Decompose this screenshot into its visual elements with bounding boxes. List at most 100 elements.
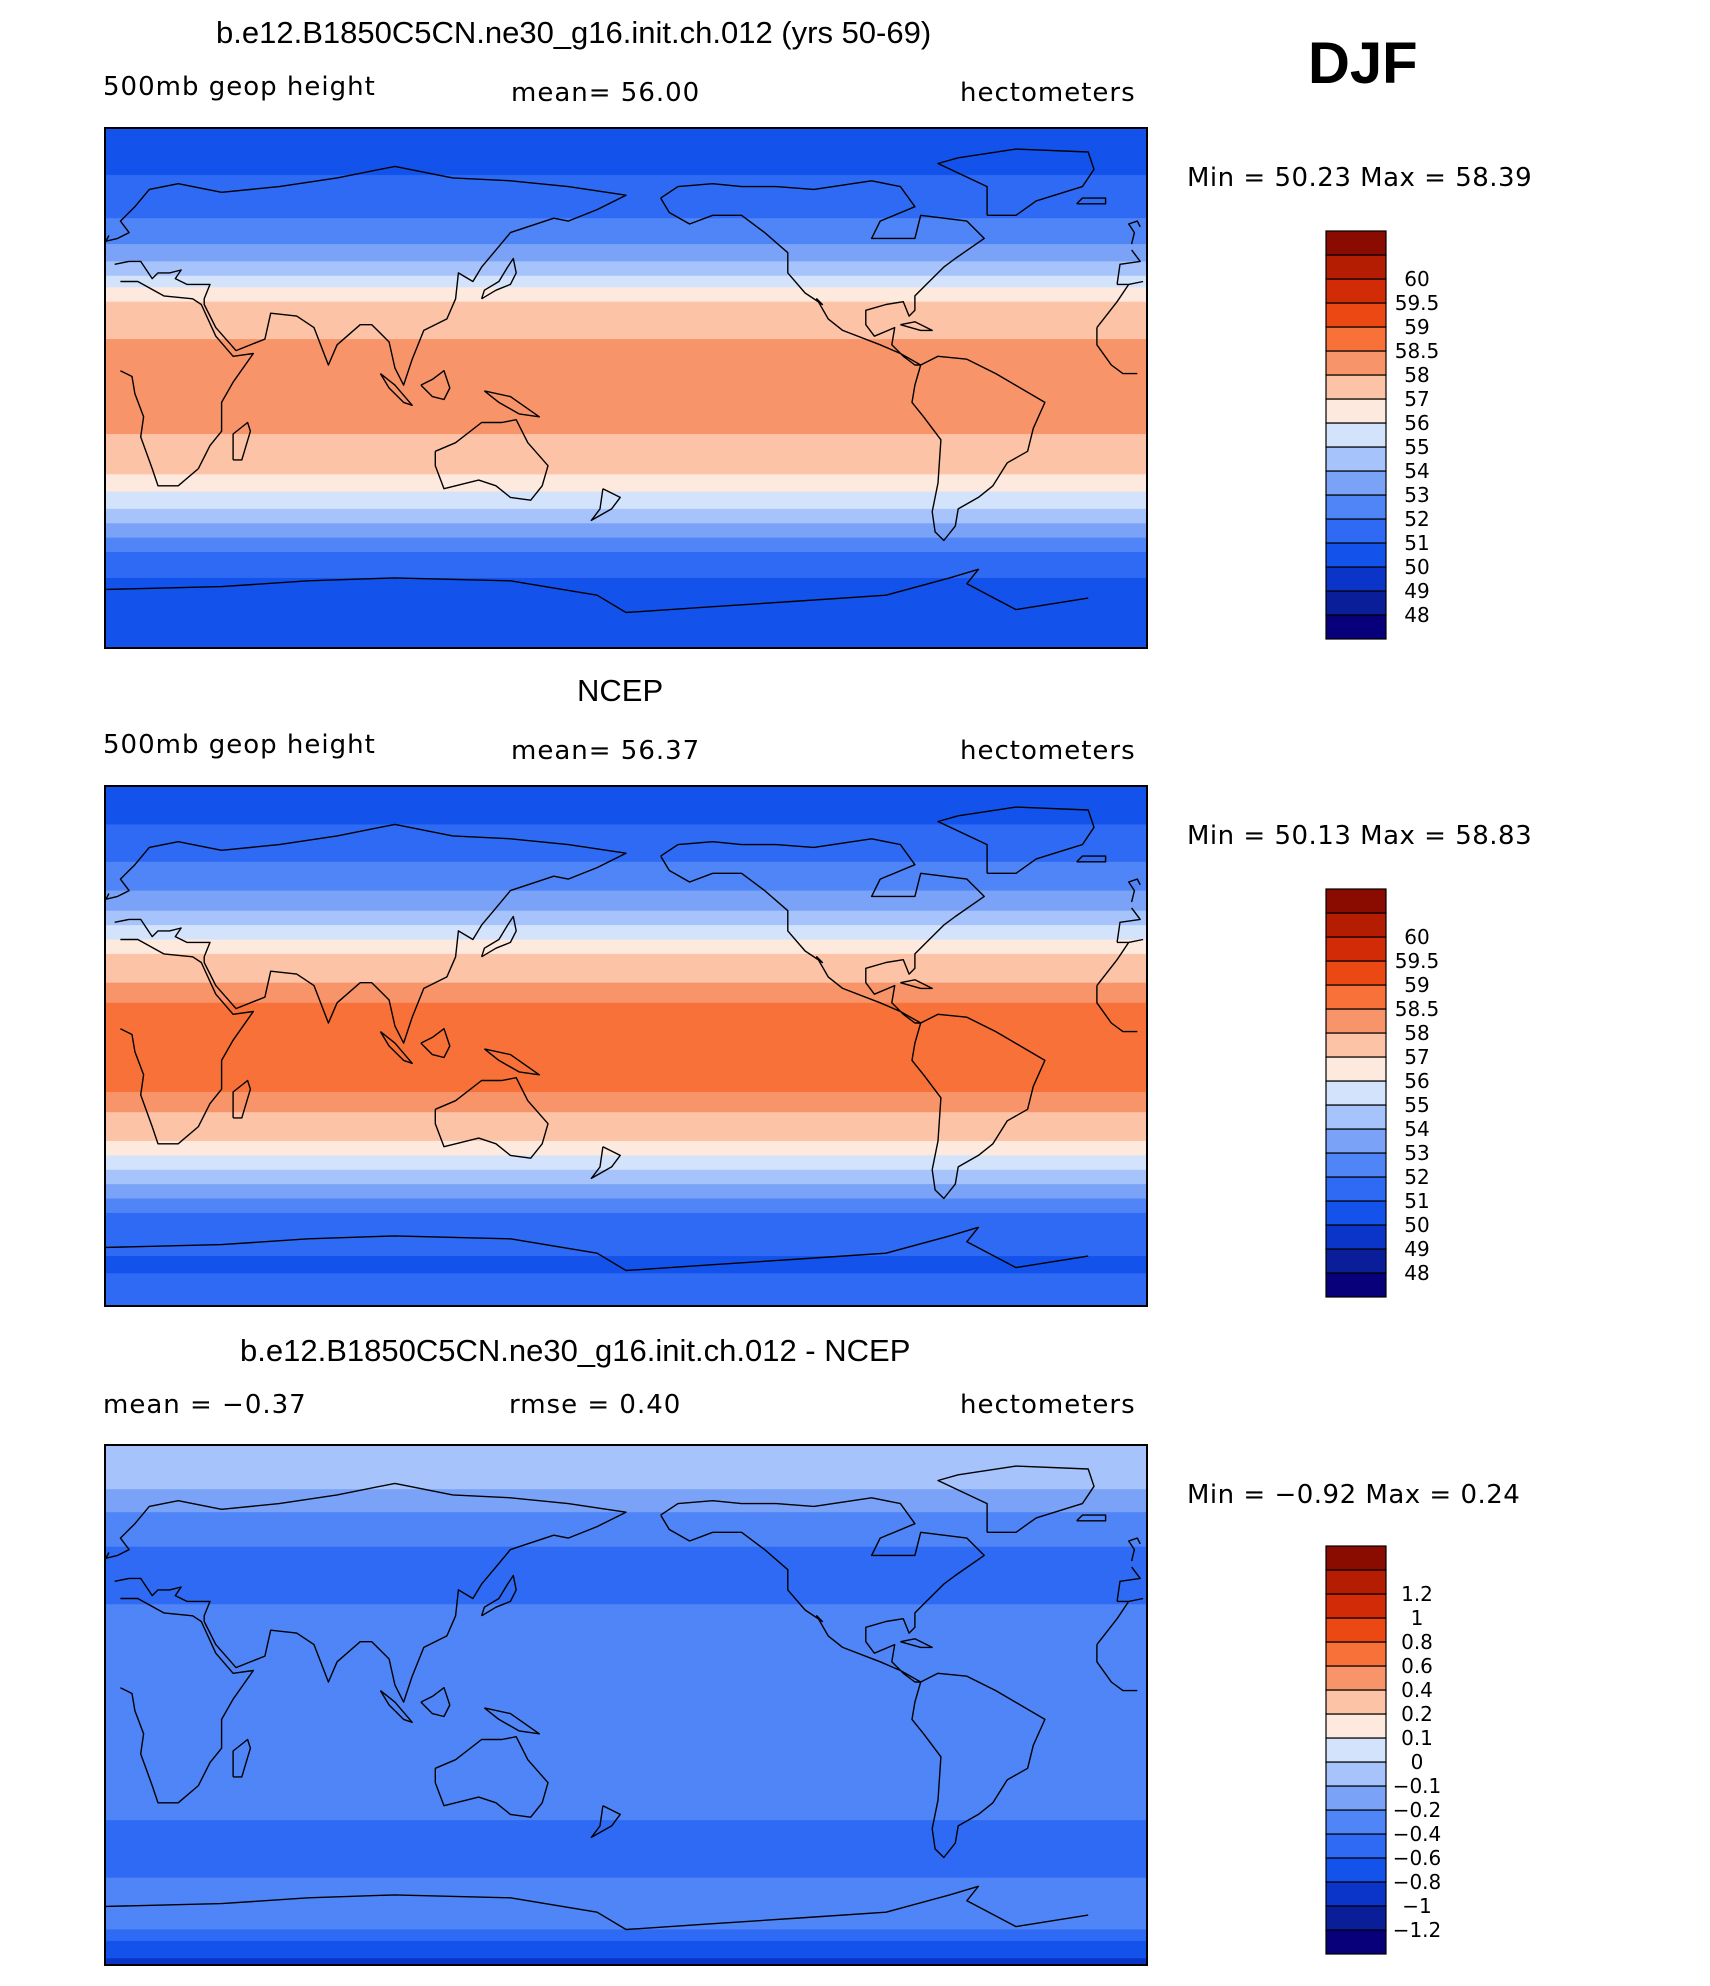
field-band xyxy=(106,1155,1146,1159)
field-band xyxy=(106,336,1146,340)
field-band xyxy=(106,1210,1146,1214)
field-band xyxy=(106,413,1146,418)
field-band xyxy=(106,1509,1146,1513)
field-band xyxy=(106,856,1146,860)
field-band xyxy=(106,1466,1146,1470)
field-band xyxy=(106,569,1146,573)
field-band xyxy=(106,1805,1146,1810)
colorbar-tick-label: 59.5 xyxy=(1395,291,1440,315)
field-band xyxy=(106,1883,1146,1887)
field-band xyxy=(106,474,1146,478)
field-band xyxy=(106,1198,1146,1202)
field-band xyxy=(106,575,1146,579)
field-band xyxy=(106,557,1146,562)
coastline xyxy=(625,1885,1089,1931)
field-band xyxy=(106,1538,1146,1542)
coastline xyxy=(106,1482,627,1703)
colorbar-tick-label: 56 xyxy=(1404,1069,1429,1093)
colorbar-swatch xyxy=(1325,1569,1387,1595)
colorbar-tick-label: −1 xyxy=(1402,1894,1431,1918)
field-band xyxy=(106,1149,1146,1154)
colorbar-tick-label: 59.5 xyxy=(1395,949,1440,973)
colorbar-swatch xyxy=(1325,1056,1387,1082)
field-band xyxy=(106,1215,1146,1220)
field-band xyxy=(106,1788,1146,1792)
coastline xyxy=(1096,1644,1138,1692)
colorbar-tick-label: 60 xyxy=(1404,267,1429,291)
field-band xyxy=(106,1630,1146,1634)
field-band xyxy=(106,1120,1146,1125)
field-band xyxy=(106,1912,1146,1916)
field-band xyxy=(106,1843,1146,1847)
field-band xyxy=(106,1958,1146,1962)
field-band xyxy=(106,1915,1146,1919)
field-band xyxy=(106,175,1146,179)
colorbar-tick-label: −0.2 xyxy=(1393,1798,1442,1822)
field-band xyxy=(106,948,1146,952)
field-band xyxy=(106,1302,1146,1305)
field-band xyxy=(106,1581,1146,1585)
field-band xyxy=(106,232,1146,237)
field-band xyxy=(106,835,1146,840)
field-band xyxy=(106,508,1146,513)
panel-3-map xyxy=(104,1444,1148,1966)
field-band xyxy=(106,1719,1146,1723)
field-band xyxy=(106,577,1146,582)
field-band xyxy=(106,833,1146,837)
field-band xyxy=(106,1043,1146,1047)
coastline xyxy=(911,355,1046,542)
field-band xyxy=(106,629,1146,634)
colorbar-swatch xyxy=(1325,1881,1387,1907)
field-band xyxy=(106,951,1146,955)
field-band xyxy=(106,847,1146,851)
field-band xyxy=(106,134,1146,139)
coastline xyxy=(590,1146,621,1180)
field-band xyxy=(106,1287,1146,1292)
field-band xyxy=(106,592,1146,596)
field-band xyxy=(106,942,1146,946)
field-band xyxy=(106,1759,1146,1764)
field-band xyxy=(106,1500,1146,1505)
field-band xyxy=(106,364,1146,369)
field-band xyxy=(106,1135,1146,1139)
panel-2-minmax: Min = 50.13 Max = 58.83 xyxy=(1187,821,1533,851)
field-band xyxy=(106,388,1146,392)
field-band xyxy=(106,994,1146,998)
field-band xyxy=(106,448,1146,452)
field-band xyxy=(106,459,1146,464)
field-band xyxy=(106,1722,1146,1726)
field-band xyxy=(106,425,1146,429)
field-band xyxy=(106,1166,1146,1171)
field-band xyxy=(106,810,1146,814)
field-band xyxy=(106,641,1146,645)
field-band xyxy=(106,795,1146,800)
field-band xyxy=(106,1446,1146,1450)
field-band xyxy=(106,1112,1146,1116)
field-band xyxy=(106,1503,1146,1508)
field-band xyxy=(106,1938,1146,1942)
field-band xyxy=(106,399,1146,403)
field-band xyxy=(106,1025,1146,1030)
field-band xyxy=(106,1057,1146,1061)
field-band xyxy=(106,431,1146,435)
coastline xyxy=(1116,249,1141,285)
field-band xyxy=(106,434,1146,438)
field-band xyxy=(106,1917,1146,1922)
field-band xyxy=(106,1230,1146,1234)
field-band xyxy=(106,140,1146,144)
panel-1-colorbar: 48 49 50 51 52 53 54 55 56 57 58 58.5 59 59.5 60 xyxy=(1325,230,1439,640)
field-band xyxy=(106,1089,1146,1093)
field-band xyxy=(106,626,1146,631)
coastline xyxy=(937,1465,1095,1533)
field-band xyxy=(106,1279,1146,1283)
field-band xyxy=(106,1471,1146,1476)
coastline xyxy=(660,838,985,1024)
field-band xyxy=(106,1906,1146,1910)
coastline xyxy=(1128,220,1141,245)
field-band xyxy=(106,1811,1146,1815)
field-band xyxy=(106,1633,1146,1637)
colorbar-swatch xyxy=(1325,230,1387,256)
field-band xyxy=(106,1690,1146,1695)
coastline xyxy=(660,1497,985,1683)
colorbar-swatch xyxy=(1325,1032,1387,1058)
